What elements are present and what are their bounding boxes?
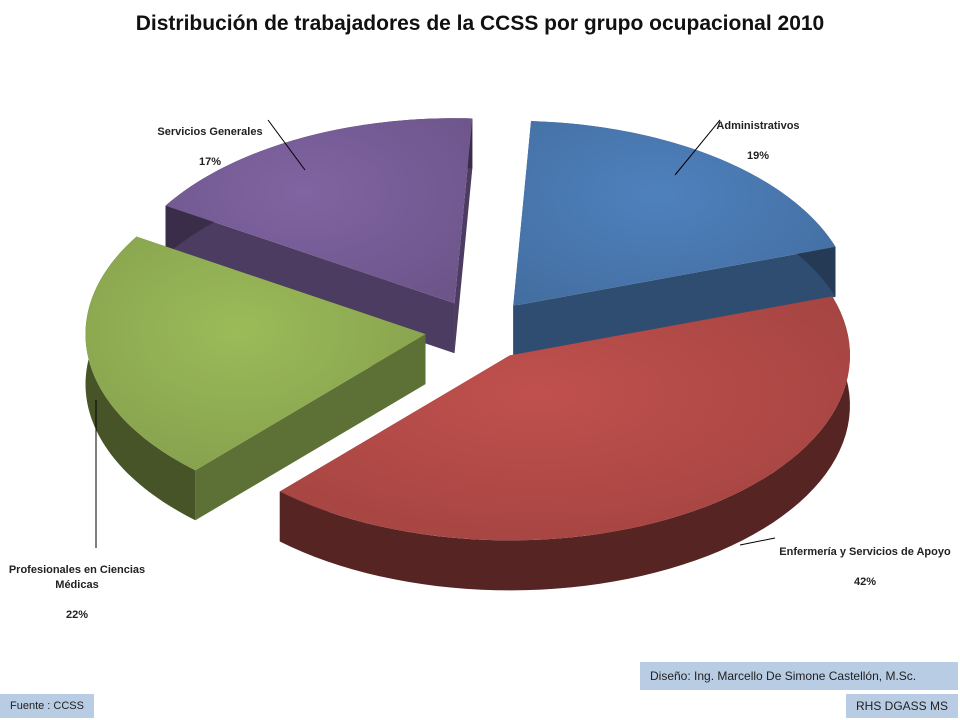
pie-slice-0 xyxy=(513,121,836,356)
leader-line-1 xyxy=(739,537,776,546)
slice-label-servicios-generales: Servicios Generales 17% xyxy=(140,110,280,170)
slice-label-name: Servicios Generales xyxy=(157,126,263,138)
pie-slice-3 xyxy=(165,118,473,354)
slice-label-percent: 19% xyxy=(746,150,770,162)
design-credit: Diseño: Ing. Marcello De Simone Castelló… xyxy=(640,662,958,690)
slice-label-percent: 42% xyxy=(853,576,877,588)
slice-label-enfermeria: Enfermería y Servicios de Apoyo 42% xyxy=(770,530,960,590)
leader-line-0 xyxy=(674,119,721,176)
chart-title: Distribución de trabajadores de la CCSS … xyxy=(135,12,825,35)
slice-label-name: Administrativos xyxy=(716,120,800,132)
leader-line-3 xyxy=(267,119,306,171)
slice-label-percent: 17% xyxy=(198,156,222,168)
source-note: Fuente : CCSS xyxy=(0,694,94,718)
pie-slice-1 xyxy=(279,296,850,591)
slice-label-percent: 22% xyxy=(65,609,89,621)
slice-label-administrativos: Administrativos 19% xyxy=(688,104,828,164)
pie-slice-2 xyxy=(85,236,426,521)
org-credit: RHS DGASS MS xyxy=(846,694,958,718)
slice-label-profesionales: Profesionales en Ciencias Médicas 22% xyxy=(2,548,152,623)
slice-label-name: Enfermería y Servicios de Apoyo xyxy=(779,546,951,558)
slice-label-name: Profesionales en Ciencias Médicas xyxy=(8,564,146,591)
